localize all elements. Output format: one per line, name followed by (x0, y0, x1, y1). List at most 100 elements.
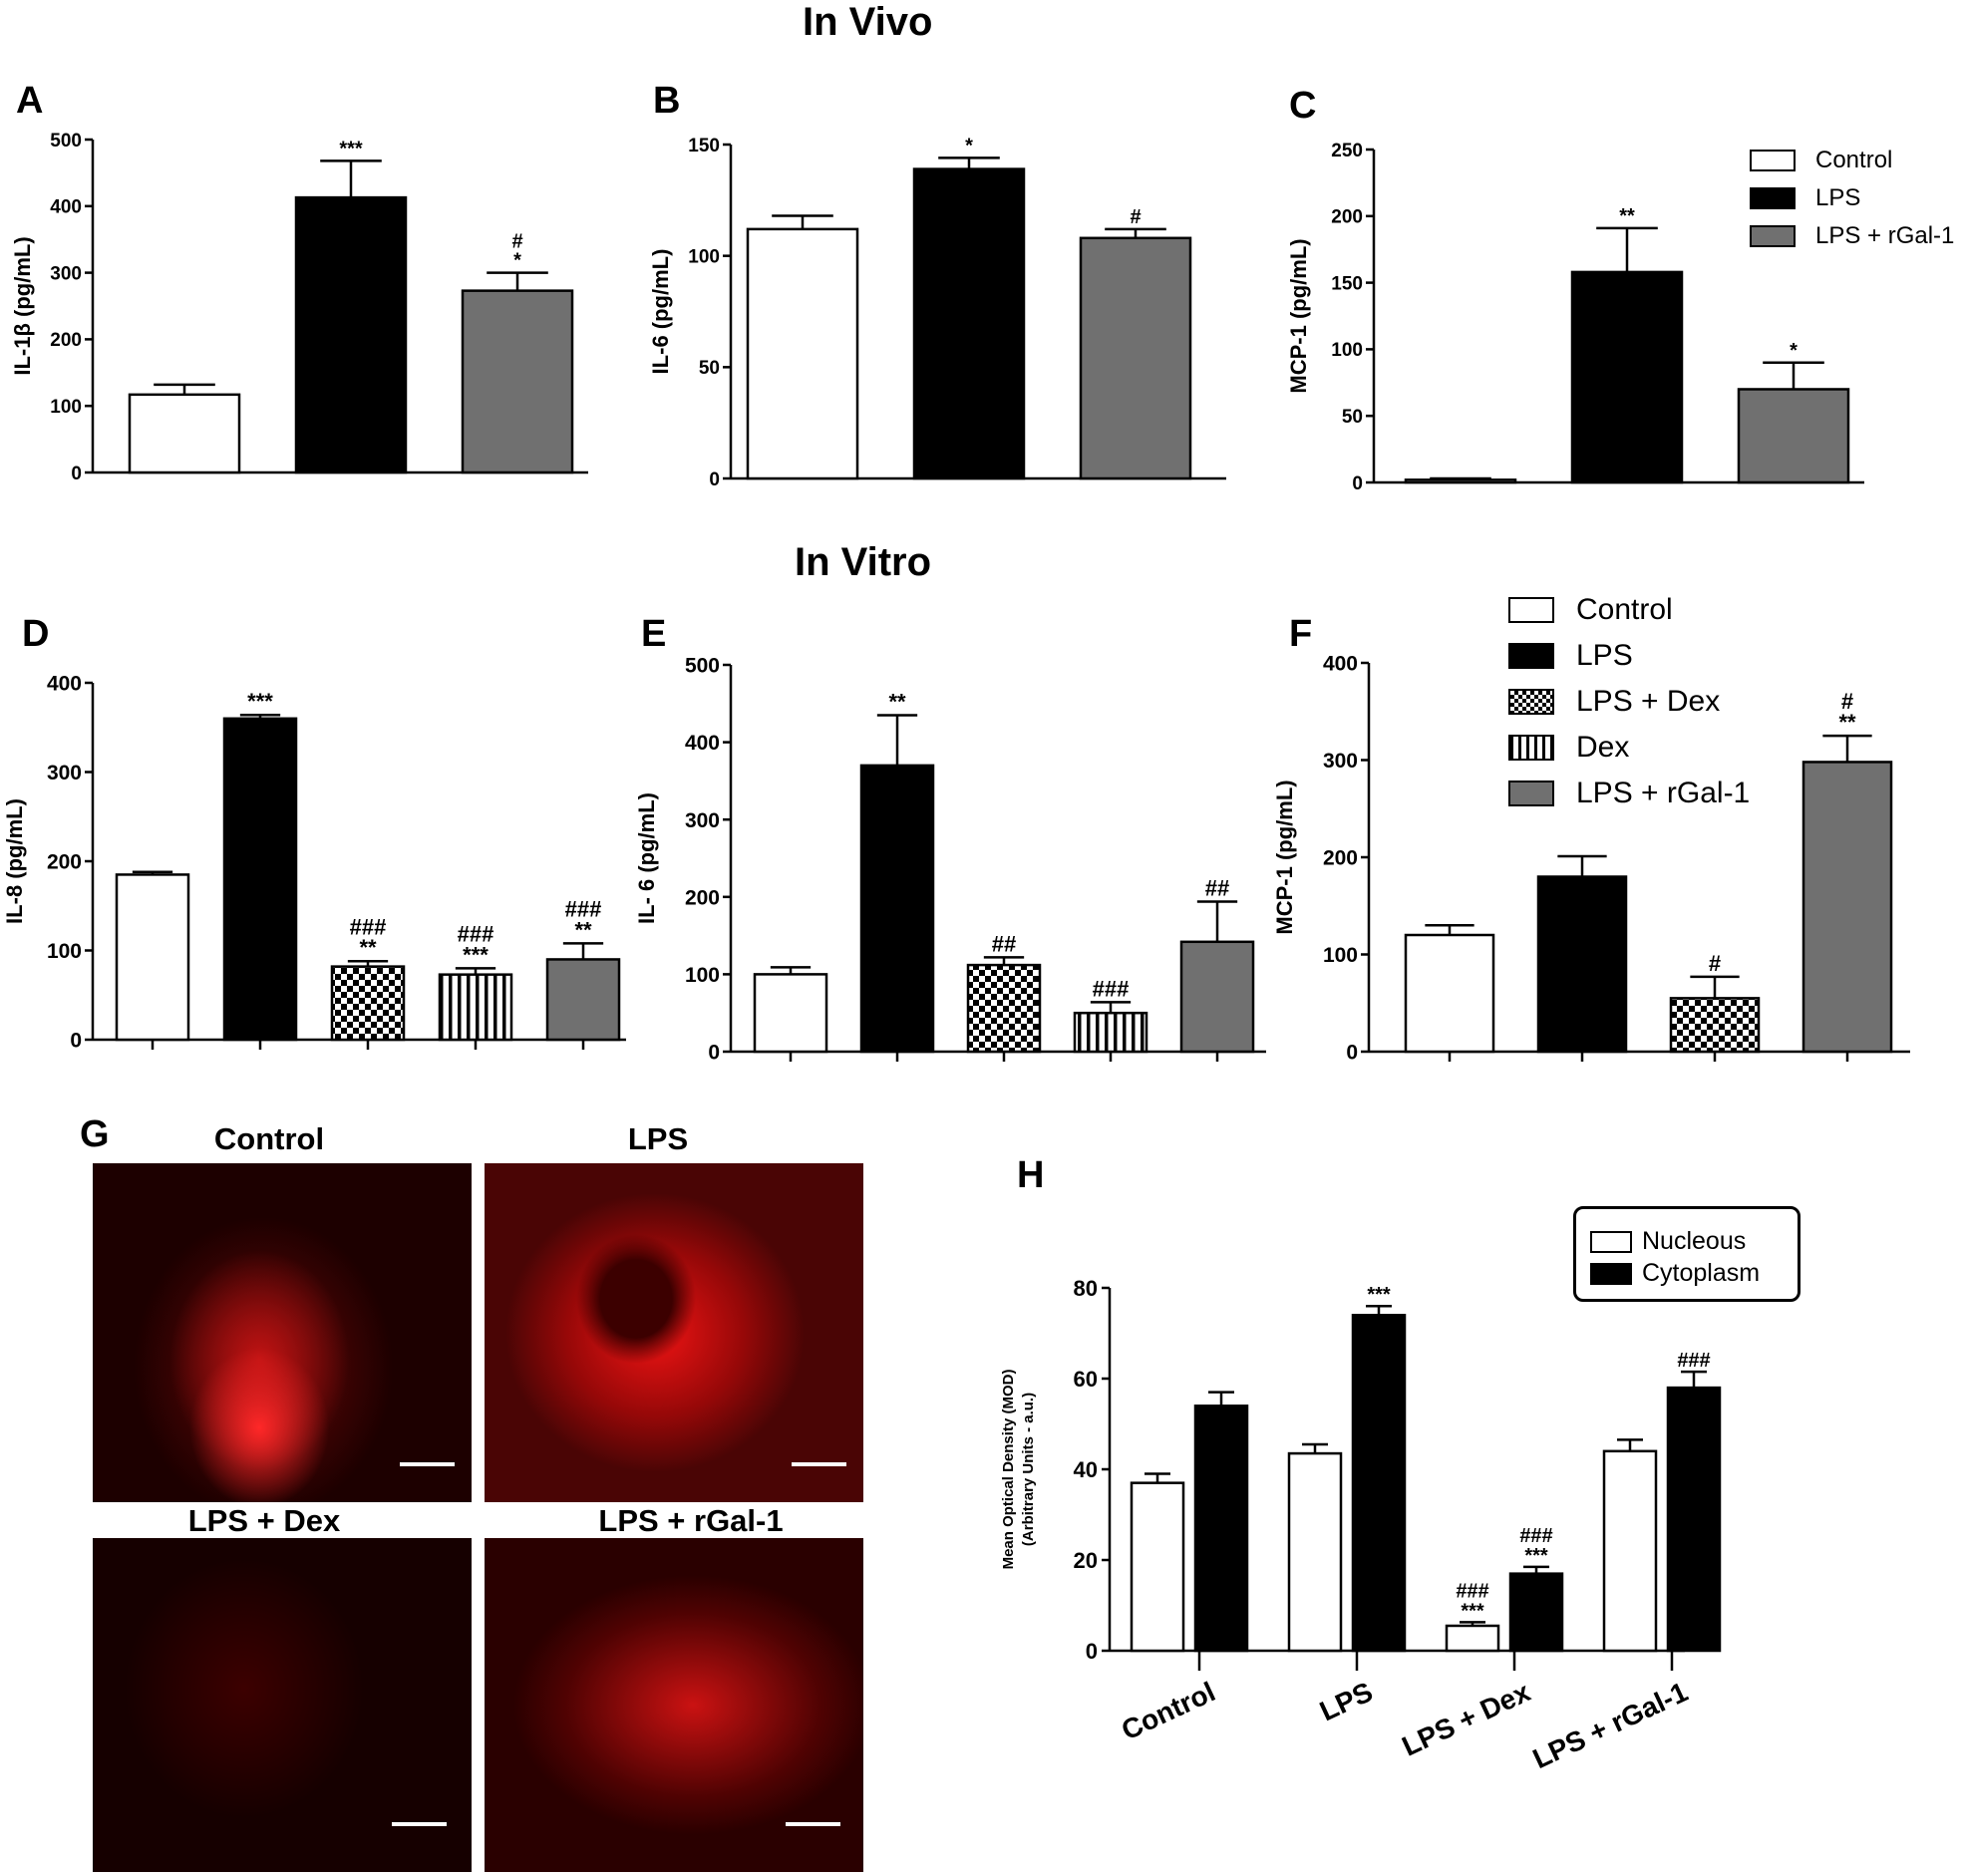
bar-dex (438, 973, 513, 1042)
panel-letter-h: H (1017, 1154, 1045, 1196)
significance-label: *** (1367, 1284, 1391, 1306)
y-tick-label: 0 (709, 469, 720, 490)
bar-lps-rgal-1 (461, 289, 574, 474)
significance-label: *** (1524, 1545, 1548, 1567)
legend-swatch-control (1508, 597, 1554, 623)
legend-swatch-lps-dex (1508, 689, 1554, 715)
legend-item-cytoplasm: Cytoplasm (1590, 1259, 1760, 1288)
y-tick-label: 0 (1346, 1042, 1358, 1065)
legend-swatch-lps (1508, 643, 1554, 669)
legend-label-nucleus: Nucleous (1642, 1227, 1747, 1255)
bar-nucleous-lps-dex (1445, 1624, 1500, 1653)
panel-letter-e: E (641, 613, 667, 655)
significance-label: ** (1838, 710, 1856, 735)
y-axis-label: IL-8 (pg/mL) (2, 798, 27, 924)
bar-lps-rgal-1 (1737, 388, 1850, 484)
significance-label: * (513, 250, 521, 272)
scale-bar (792, 1462, 846, 1466)
y-tick-label: 150 (1331, 273, 1363, 294)
y-tick-label: 0 (708, 1042, 720, 1065)
y-tick-label: 100 (47, 940, 82, 963)
micro-label-control: Control (213, 1121, 325, 1156)
significance-label: # (511, 231, 522, 253)
y-axis-label: (Arbitrary Units - a.u.) (1020, 1393, 1037, 1546)
y-tick-label: 0 (1352, 473, 1363, 494)
bar-nucleous-lps-rgal-1 (1602, 1449, 1658, 1653)
bar-lps-rgal-1 (1801, 761, 1893, 1054)
significance-label: *** (247, 689, 273, 714)
x-tick-label: LPS + rGal-1 (1528, 1676, 1693, 1774)
bar-lps-dex (1669, 997, 1761, 1054)
panel-letter-d: D (22, 613, 50, 655)
legend-label-lps-rgal1: LPS + rGal-1 (1576, 777, 1751, 809)
significance-label: ** (574, 917, 592, 942)
y-axis-label: MCP-1 (pg/mL) (1272, 780, 1297, 934)
chart-mean-optical-density: 0 20 40 60 80 Mean Optical Density (MOD) (Arbi… (987, 1276, 1745, 1774)
y-tick-label: 500 (685, 655, 720, 678)
legend-swatch-cytoplasm (1590, 1262, 1632, 1285)
legend-swatch-lps-rgal1 (1750, 225, 1796, 247)
legend-label-lps-rgal1: LPS + rGal-1 (1815, 222, 1955, 249)
y-tick-label: 200 (1323, 847, 1358, 870)
y-tick-label: 100 (50, 397, 82, 418)
x-tick-label: Control (1117, 1676, 1219, 1745)
legend-in-vivo: Control LPS LPS + rGal-1 (1750, 147, 1964, 256)
y-axis-label: IL- 6 (pg/mL) (634, 792, 659, 924)
micro-image-lps-dex (93, 1538, 472, 1872)
y-tick-label: 200 (50, 330, 82, 351)
micro-image-lps (485, 1163, 863, 1502)
legend-swatch-nucleus (1590, 1230, 1632, 1253)
chart-il1b-in-vivo: 0 100 200 300 400 500 IL-1β (pg/mL) *** # * (0, 120, 598, 488)
legend-item-control: Control (1508, 593, 1673, 627)
legend-label-lps: LPS (1576, 639, 1633, 672)
bar-lps (294, 195, 408, 474)
legend-label-control: Control (1576, 593, 1673, 626)
y-tick-label: 100 (1323, 944, 1358, 967)
y-tick-label: 40 (1074, 1457, 1098, 1482)
y-tick-label: 50 (699, 358, 720, 379)
chart-svg: 0 20 40 60 80 Mean Optical Density (MOD) (Arbi… (1000, 1276, 1722, 1774)
chart-il6-in-vivo: 0 50 100 150 IL-6 (pg/mL) * # (638, 120, 1236, 490)
significance-label: # (1709, 951, 1721, 976)
bar-lps-dex (330, 965, 406, 1042)
bar-control (753, 973, 828, 1054)
in-vitro-title: In Vitro (795, 540, 932, 584)
y-tick-label: 300 (1323, 750, 1358, 773)
y-tick-label: 400 (685, 732, 720, 755)
bar-control (1404, 478, 1517, 484)
y-tick-label: 0 (71, 464, 82, 484)
y-tick-label: 500 (50, 131, 82, 152)
significance-label: ### (458, 922, 494, 947)
significance-label: ### (565, 896, 602, 921)
legend-item-lps-dex: LPS + Dex (1508, 685, 1720, 719)
significance-label: * (1790, 340, 1798, 362)
y-tick-label: 20 (1074, 1548, 1098, 1573)
y-tick-label: 0 (70, 1030, 82, 1053)
bar-lps (1536, 875, 1628, 1054)
micro-label-lps-dex: LPS + Dex (187, 1503, 341, 1538)
legend-in-vitro: Control LPS LPS + Dex Dex LPS + rGal-1 (1508, 593, 1827, 822)
y-axis-label: IL-6 (pg/mL) (648, 249, 673, 375)
bar-lps (222, 717, 298, 1042)
legend-swatch-control (1750, 150, 1796, 171)
bar-control (128, 393, 241, 474)
y-tick-label: 100 (688, 247, 720, 268)
y-tick-label: 400 (1323, 653, 1358, 676)
legend-h: Nucleous Cytoplasm (1573, 1206, 1800, 1302)
legend-item-control: Control (1750, 147, 1892, 174)
y-tick-label: 400 (50, 197, 82, 218)
y-tick-label: 80 (1074, 1276, 1098, 1301)
panel-letter-c: C (1289, 85, 1317, 127)
y-tick-label: 0 (1086, 1639, 1098, 1664)
significance-label: *** (463, 942, 489, 967)
chart-il6-in-vitro: 0 100 200 300 400 500 IL- 6 (pg/mL) ** ## ### ## (634, 653, 1276, 1072)
micro-image-lps-rgal1 (485, 1538, 863, 1872)
bar-cytoplasm-control (1193, 1405, 1249, 1653)
significance-label: ** (359, 935, 377, 960)
significance-label: ### (350, 914, 387, 939)
legend-swatch-dex (1508, 735, 1554, 761)
legend-item-lps-rgal1: LPS + rGal-1 (1750, 222, 1954, 250)
